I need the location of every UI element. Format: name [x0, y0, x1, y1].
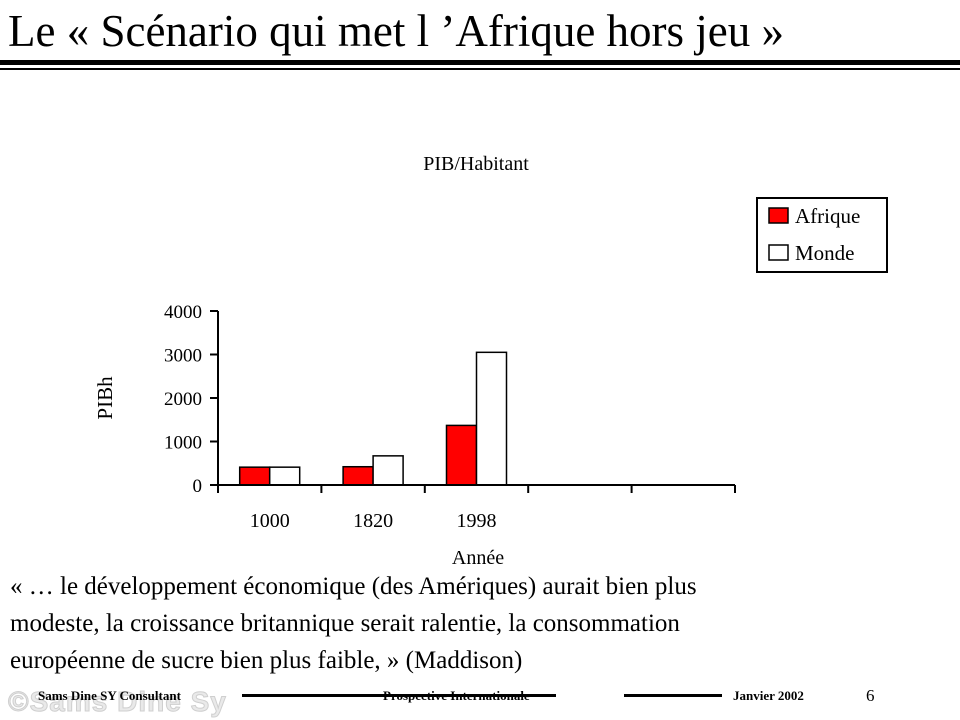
x-tick-label: 1820 — [353, 510, 393, 532]
bar-monde-1820 — [372, 455, 404, 486]
footer-author: Sams Dine SY Consultant — [38, 688, 181, 703]
x-tick-label: 1000 — [250, 510, 290, 532]
title-rule-thin — [0, 68, 960, 70]
y-axis-label: PIBh — [93, 376, 117, 420]
y-tick-label: 3000 — [164, 346, 202, 367]
y-tick-label: 4000 — [164, 302, 202, 323]
slide-title: Le « Scénario qui met l ’Afrique hors je… — [8, 6, 785, 56]
quote-line: modeste, la croissance britannique serai… — [10, 610, 680, 637]
legend-swatch-monde — [768, 244, 789, 261]
bar-afrique-1998 — [445, 424, 478, 486]
title-rule-thick — [0, 60, 960, 65]
footer-section: Prospective Internationale — [383, 688, 530, 703]
y-tick-label: 2000 — [164, 389, 202, 410]
page-number: 6 — [866, 686, 875, 705]
legend-label-monde: Monde — [795, 241, 855, 265]
maddison-quote: « … le développement économique (des Amé… — [10, 568, 910, 679]
footer-rule-right — [624, 694, 722, 697]
y-tick-label: 1000 — [164, 433, 202, 454]
quote-line: « … le développement économique (des Amé… — [10, 573, 697, 600]
x-axis-label: Année — [452, 547, 504, 569]
bar-afrique-1820 — [342, 465, 374, 486]
bar-afrique-1000 — [238, 466, 271, 486]
legend-swatch-afrique — [768, 207, 789, 224]
footer-rule-left — [242, 694, 556, 697]
watermark: ©Sams Dine Sy — [8, 686, 227, 718]
bar-monde-1000 — [268, 466, 301, 486]
chart-legend: Afrique Monde — [756, 197, 888, 273]
chart-title: PIB/Habitant — [423, 153, 529, 175]
legend-label-afrique: Afrique — [795, 204, 860, 228]
slide-footer: ©Sams Dine Sy Sams Dine SY Consultant Pr… — [0, 678, 960, 720]
quote-line: européenne de sucre bien plus faible, » … — [10, 647, 523, 674]
gdp-chart: PIB/Habitant Afrique Monde PIBh 0 1000 2000… — [93, 153, 888, 569]
bar-monde-1998 — [475, 351, 508, 486]
y-tick-label: 0 — [193, 476, 203, 497]
footer-date: Janvier 2002 — [733, 688, 804, 703]
x-tick-label: 1998 — [457, 510, 497, 532]
